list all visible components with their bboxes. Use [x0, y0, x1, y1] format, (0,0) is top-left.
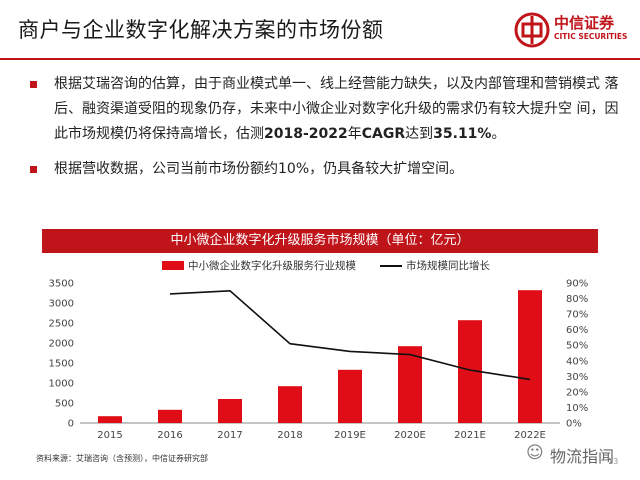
y-right-tick-label: 10%: [566, 403, 588, 414]
bullet-text: 根据艾瑞咨询的估算，由于商业模式单一、线上经营能力缺失，以及内部管理和营销模式 …: [54, 76, 619, 142]
x-tick-label: 2015: [97, 430, 122, 441]
x-tick-label: 2020E: [394, 430, 426, 441]
bullet-text-mid2: 达到: [405, 126, 434, 142]
wechat-watermark: ☺ 物流指闻: [526, 441, 636, 466]
y-right-tick-label: 0%: [566, 419, 582, 430]
bullet-marker: [30, 81, 37, 88]
x-tick-label: 2019E: [334, 430, 366, 441]
bar: [518, 290, 542, 423]
bullet-bold-years: 2018-2022: [264, 126, 348, 142]
watermark-text: 物流指闻: [550, 447, 615, 466]
legend-line-label: 市场规模同比增长: [406, 260, 490, 272]
y-right-tick-label: 60%: [566, 325, 588, 336]
wechat-icon: ☺: [526, 443, 544, 463]
x-tick-label: 2018: [277, 430, 302, 441]
y-left-tick-label: 0: [68, 419, 74, 430]
chart-title-banner: 中小微企业数字化升级服务市场规模（单位：亿元）: [42, 229, 598, 253]
legend-bar-swatch: [162, 261, 184, 270]
x-tick-label: 2021E: [454, 430, 486, 441]
y-right-tick-label: 80%: [566, 294, 588, 305]
chart-legend: 中小微企业数字化升级服务行业规模 市场规模同比增长: [42, 257, 598, 275]
bullet-item: 根据营收数据，公司当前市场份额约10%，仍具备较大扩增空间。: [30, 157, 620, 182]
logo-chinese-text: 中信证券: [554, 14, 615, 32]
bullet-text-mid: 年: [347, 126, 362, 142]
bar: [218, 399, 242, 423]
bullet-list: 根据艾瑞咨询的估算，由于商业模式单一、线上经营能力缺失，以及内部管理和营销模式 …: [30, 72, 620, 192]
y-right-tick-label: 40%: [566, 356, 588, 367]
x-tick-label: 2022E: [514, 430, 546, 441]
market-size-chart: 中小微企业数字化升级服务行业规模 市场规模同比增长 0 500 1000 1500 20…: [42, 253, 598, 453]
bar: [158, 409, 182, 423]
y-left-tick-label: 1000: [49, 379, 74, 390]
y-left-tick-label: 2500: [49, 319, 74, 330]
bar: [398, 346, 422, 423]
bullet-bold-rate: 35.11%: [433, 126, 492, 142]
legend-bar-label: 中小微企业数字化升级服务行业规模: [188, 260, 356, 272]
y-right-tick-label: 50%: [566, 341, 588, 352]
page-title: 商户与企业数字化解决方案的市场份额: [18, 18, 384, 42]
y-left-tick-label: 1500: [49, 359, 74, 370]
y-left-tick-label: 3500: [49, 279, 74, 290]
citic-securities-logo: 中信证券 CITIC SECURITIES: [514, 10, 628, 50]
y-right-tick-label: 70%: [566, 310, 588, 321]
x-tick-label: 2016: [157, 430, 182, 441]
page-number: 13: [608, 457, 619, 466]
y-left-tick-label: 2000: [49, 339, 74, 350]
bullet-marker: [30, 166, 37, 173]
x-tick-label: 2017: [217, 430, 242, 441]
y-right-tick-label: 20%: [566, 387, 588, 398]
legend-line-swatch: [380, 265, 402, 267]
bullet-bold-cagr: CAGR: [361, 126, 406, 142]
bar: [278, 386, 302, 423]
source-note: 资料来源：艾瑞咨询（含预测），中信证券研究部: [36, 454, 208, 463]
bullet-item: 根据艾瑞咨询的估算，由于商业模式单一、线上经营能力缺失，以及内部管理和营销模式 …: [30, 72, 620, 147]
bar: [338, 369, 362, 423]
title-divider: [0, 58, 640, 60]
citic-logo-icon: [514, 12, 550, 48]
chart-plot: 0 500 1000 1500 2000 2500 3000 3500 0% 10% 20% 30% 4…: [49, 279, 589, 442]
y-left-tick-label: 3000: [49, 299, 74, 310]
bullet-text-end: 。: [491, 126, 506, 142]
y-left-tick-label: 500: [55, 399, 74, 410]
growth-line: [169, 289, 531, 381]
logo-english-text: CITIC SECURITIES: [554, 32, 628, 41]
bullet-text: 根据营收数据，公司当前市场份额约10%，仍具备较大扩增空间。: [54, 161, 464, 177]
bar: [98, 416, 122, 423]
y-right-tick-label: 90%: [566, 279, 588, 290]
y-right-tick-label: 30%: [566, 372, 588, 383]
